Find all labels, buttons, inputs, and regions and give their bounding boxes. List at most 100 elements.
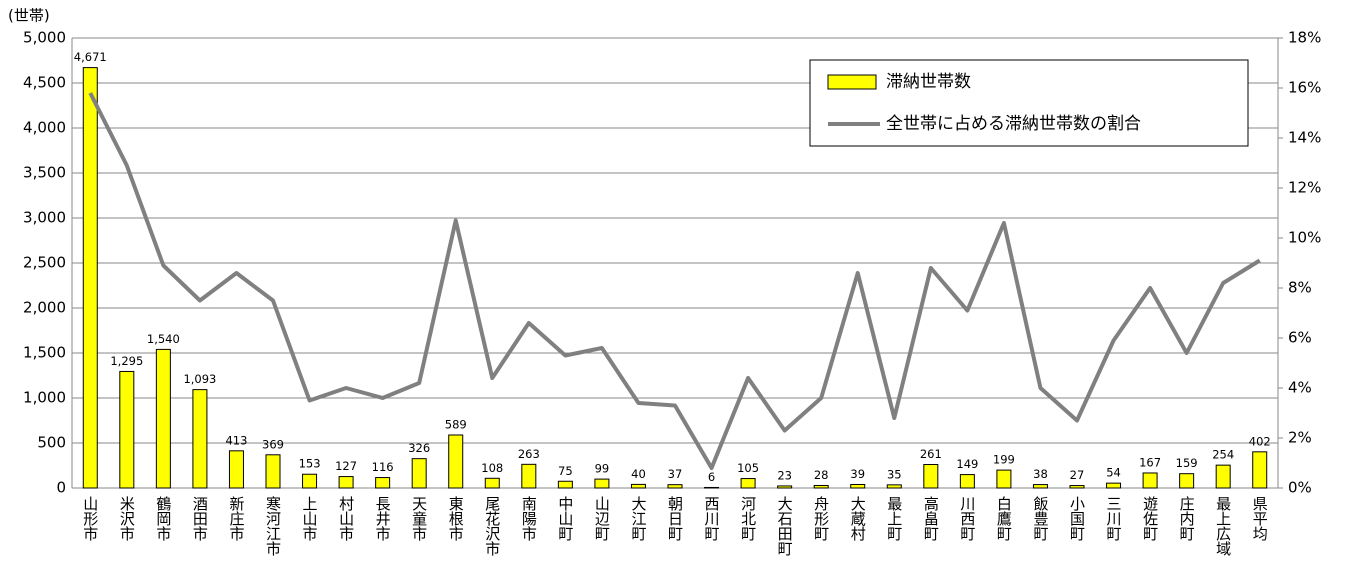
bar bbox=[813, 484, 829, 489]
value-label: 35 bbox=[887, 467, 902, 481]
value-label: 261 bbox=[920, 447, 942, 461]
y-tick-label: 2,500 bbox=[23, 254, 66, 272]
x-tick-label: 鶴岡市 bbox=[154, 496, 172, 541]
value-label: 127 bbox=[335, 459, 357, 473]
x-tick-label: 大江町 bbox=[629, 496, 647, 541]
bar bbox=[1215, 464, 1231, 489]
value-label: 1,295 bbox=[110, 354, 143, 368]
y2-tick-label: 14% bbox=[1288, 129, 1321, 147]
x-tick-label: 新庄市 bbox=[227, 496, 245, 541]
y-tick-label: 3,000 bbox=[23, 209, 66, 227]
bar bbox=[740, 478, 756, 489]
bar bbox=[338, 476, 354, 489]
value-label: 108 bbox=[481, 461, 503, 475]
y-tick-label: 500 bbox=[37, 434, 66, 452]
value-label: 37 bbox=[668, 467, 683, 481]
value-label: 167 bbox=[1139, 455, 1161, 469]
x-tick-label: 飯豊町 bbox=[1031, 496, 1049, 541]
y2-tick-label: 18% bbox=[1288, 29, 1321, 47]
y-axis-label: (世帯) bbox=[8, 7, 50, 25]
y2-tick-label: 10% bbox=[1288, 229, 1321, 247]
bar bbox=[594, 478, 610, 489]
x-tick-label: 村山市 bbox=[337, 496, 355, 541]
value-label: 105 bbox=[737, 461, 759, 475]
bar bbox=[886, 484, 902, 489]
y2-tick-label: 0% bbox=[1288, 479, 1312, 497]
value-label: 369 bbox=[262, 437, 284, 451]
value-label: 153 bbox=[299, 457, 321, 471]
value-label: 38 bbox=[1033, 467, 1048, 481]
value-label: 149 bbox=[956, 457, 978, 471]
bar bbox=[119, 370, 135, 489]
x-tick-label: 河北町 bbox=[739, 496, 757, 541]
x-tick-label: 高畠町 bbox=[922, 496, 940, 541]
x-tick-label: 庄内町 bbox=[1178, 495, 1196, 541]
x-tick-label: 最上町 bbox=[885, 496, 903, 541]
value-label: 159 bbox=[1176, 456, 1198, 470]
y-tick-label: 2,000 bbox=[23, 299, 66, 317]
value-label: 199 bbox=[993, 453, 1015, 467]
x-tick-label: 尾花沢市 bbox=[483, 496, 501, 556]
bar bbox=[265, 454, 281, 489]
value-label: 116 bbox=[372, 460, 394, 474]
x-tick-label: 西川町 bbox=[703, 496, 721, 541]
x-tick-label: 舟形町 bbox=[812, 496, 830, 541]
x-tick-label: 東根市 bbox=[447, 496, 465, 541]
y-tick-label: 3,500 bbox=[23, 164, 66, 182]
bar bbox=[228, 450, 244, 489]
y-tick-label: 5,000 bbox=[23, 29, 66, 47]
bar bbox=[302, 473, 318, 489]
x-tick-label: 山辺町 bbox=[593, 496, 611, 541]
value-label: 75 bbox=[558, 464, 573, 478]
value-label: 6 bbox=[708, 470, 715, 484]
value-label: 28 bbox=[814, 468, 829, 482]
x-tick-label: 三川町 bbox=[1105, 496, 1123, 541]
bar bbox=[1106, 482, 1122, 489]
value-label: 263 bbox=[518, 447, 540, 461]
bar bbox=[557, 480, 573, 489]
bar bbox=[1032, 484, 1048, 489]
x-tick-label: 川西町 bbox=[958, 496, 976, 541]
x-tick-label: 県平均 bbox=[1251, 496, 1269, 542]
bar bbox=[850, 483, 866, 489]
x-tick-label: 大蔵村 bbox=[849, 496, 867, 541]
x-tick-label: 天童市 bbox=[410, 496, 428, 541]
y2-tick-label: 4% bbox=[1288, 379, 1312, 397]
legend-swatch bbox=[827, 74, 877, 90]
y-tick-label: 4,500 bbox=[23, 74, 66, 92]
value-label: 23 bbox=[777, 468, 792, 482]
y-tick-label: 1,000 bbox=[23, 389, 66, 407]
x-tick-label: 朝日町 bbox=[666, 496, 684, 541]
x-tick-label: 寒河江市 bbox=[264, 495, 282, 556]
bar bbox=[375, 477, 391, 489]
value-label: 27 bbox=[1070, 468, 1085, 482]
y-tick-label: 1,500 bbox=[23, 344, 66, 362]
y2-tick-label: 16% bbox=[1288, 79, 1321, 97]
x-tick-label: 遊佐町 bbox=[1141, 496, 1159, 541]
x-tick-label: 最上広域 bbox=[1214, 496, 1232, 556]
bar bbox=[667, 484, 683, 489]
x-tick-label: 白鷹町 bbox=[995, 496, 1013, 541]
y2-tick-label: 8% bbox=[1288, 279, 1312, 297]
value-label: 4,671 bbox=[74, 50, 107, 64]
value-label: 254 bbox=[1212, 448, 1234, 462]
bar bbox=[923, 464, 939, 489]
bar bbox=[630, 483, 646, 489]
bar bbox=[996, 469, 1012, 489]
bar bbox=[1142, 472, 1158, 489]
line bbox=[88, 92, 1261, 470]
bar bbox=[484, 477, 500, 489]
x-tick-label: 南陽市 bbox=[520, 496, 538, 541]
x-tick-label: 上山市 bbox=[301, 496, 319, 541]
x-tick-label: 山形市 bbox=[81, 496, 99, 541]
legend-label: 滞納世帯数 bbox=[886, 72, 971, 92]
value-label: 39 bbox=[850, 467, 865, 481]
x-tick-label: 小国町 bbox=[1068, 496, 1086, 541]
legend-box bbox=[809, 59, 1249, 147]
x-tick-label: 酒田市 bbox=[191, 496, 209, 541]
bar bbox=[959, 474, 975, 489]
y-tick-label: 0 bbox=[56, 479, 66, 497]
value-label: 1,540 bbox=[147, 332, 180, 346]
bar bbox=[155, 348, 171, 489]
